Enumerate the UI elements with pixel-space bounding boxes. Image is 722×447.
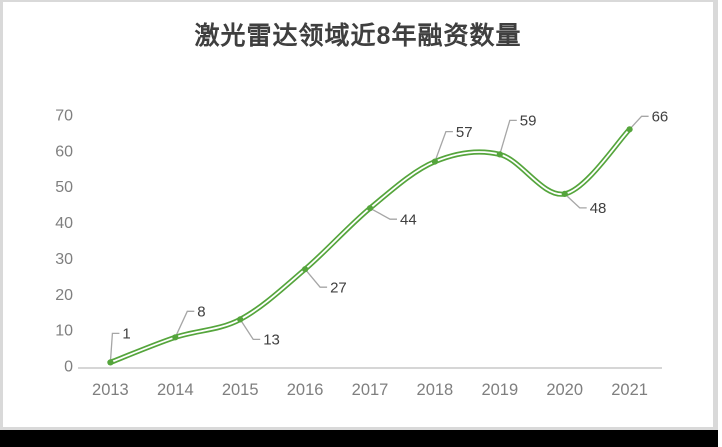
y-axis-tick-label: 20: [55, 287, 73, 304]
data-label-leader-line: [369, 207, 397, 220]
data-label-leader-line: [629, 115, 649, 130]
x-axis-category-label: 2014: [157, 381, 194, 399]
data-point-marker: [431, 158, 438, 165]
data-label: 48: [590, 200, 607, 217]
card-border-bottom: [0, 427, 718, 430]
data-point-marker: [561, 190, 568, 197]
y-axis-tick-label: 70: [55, 108, 73, 125]
data-label-leader-line: [564, 193, 587, 209]
data-label: 8: [197, 304, 205, 321]
y-axis-tick-label: 10: [55, 323, 73, 340]
data-label-leader-line: [499, 119, 517, 155]
x-axis-category-label: 2016: [287, 381, 324, 399]
data-point-marker: [366, 205, 374, 212]
data-label: 44: [400, 211, 417, 228]
data-point-marker: [626, 126, 633, 133]
data-point-marker: [172, 334, 179, 341]
series-line-outer: [107, 126, 633, 365]
data-label-leader-line: [174, 310, 195, 338]
x-axis-category-label: 2018: [417, 381, 454, 399]
data-point-marker: [237, 316, 244, 323]
data-point-marker: [496, 151, 503, 158]
line-chart: 0 10 20 30 40 50 60 70 2013 2014 2015 2016 2017 2018 2…: [55, 108, 669, 400]
x-axis-category-label: 2021: [611, 381, 648, 399]
data-label: 66: [652, 109, 669, 126]
data-label: 59: [520, 113, 537, 130]
data-label-leader-line: [304, 268, 328, 288]
y-axis-tick-label: 50: [55, 179, 73, 196]
x-axis-category-label: 2015: [222, 381, 259, 399]
data-point-marker: [302, 266, 309, 273]
data-label: 27: [330, 279, 347, 296]
x-axis-category-label: 2013: [92, 381, 129, 399]
data-label-leader-line: [434, 130, 453, 162]
x-axis-category-label: 2017: [352, 381, 389, 399]
y-axis-tick-label: 30: [55, 251, 73, 268]
y-axis-tick-label: 60: [55, 143, 73, 160]
data-label-leader-line: [109, 332, 120, 363]
card-border-left: [0, 0, 3, 430]
y-axis-tick-label: 0: [64, 359, 73, 376]
bottom-black-bar: [0, 430, 718, 447]
y-axis-tick-label: 40: [55, 215, 73, 232]
chart-title: 激光雷达领域近8年融资数量: [194, 22, 522, 50]
series-line-inner: [110, 128, 631, 364]
data-label: 1: [122, 326, 130, 343]
data-label-leader-line: [239, 319, 261, 341]
x-axis-category-label: 2019: [481, 381, 518, 399]
data-point-marker: [107, 359, 114, 366]
x-axis-category-label: 2020: [546, 381, 583, 399]
card-border-right: [713, 0, 718, 430]
data-label: 13: [263, 332, 280, 349]
data-label: 57: [456, 124, 473, 141]
card-border-top: [0, 0, 718, 2]
